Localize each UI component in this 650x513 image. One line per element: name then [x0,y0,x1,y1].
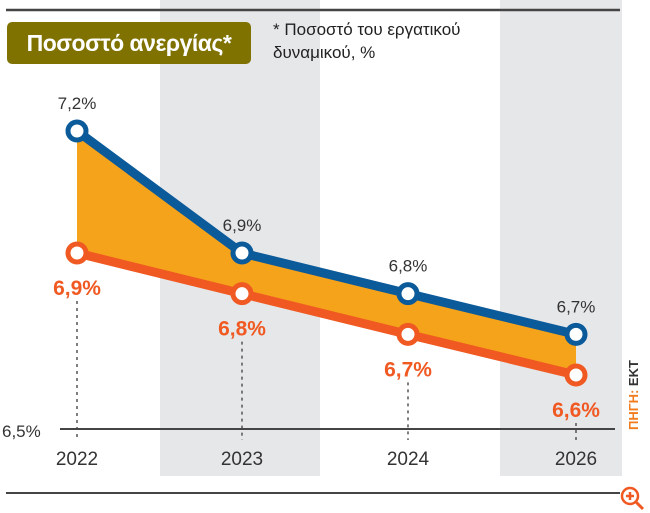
series-line [75,248,578,380]
data-point [65,119,89,143]
data-label: 6,9% [53,277,101,300]
y-baseline-label: 6,5% [2,422,41,441]
source-label: ΠΗΓΗ: ΕΚΤ [626,360,641,430]
x-tick-label: 2023 [221,449,263,470]
zoom-in-icon[interactable] [620,486,645,511]
data-label: 6,7% [384,358,432,381]
data-label: 7,2% [58,94,97,113]
chart-title: Ποσοστό ανεργίας* [7,22,251,64]
chart-subtitle: * Ποσοστό του εργατικού δυναμικού, % [273,20,461,62]
area-between [77,131,576,376]
data-point [230,282,254,306]
data-label: 6,8% [389,257,428,276]
data-label: 6,8% [218,318,266,341]
data-label: 6,6% [552,399,600,422]
data-label: 6,7% [557,297,596,316]
band [500,0,622,476]
x-tick-label: 2022 [56,449,98,470]
series-line [74,127,578,339]
x-tick-label: 2026 [555,449,597,470]
data-point [230,241,254,265]
x-tick-label: 2024 [387,449,430,470]
data-point [396,282,420,306]
data-point [396,322,420,346]
data-label: 6,9% [223,216,262,235]
data-point [564,322,588,346]
data-point [564,363,588,387]
data-point [65,241,89,265]
